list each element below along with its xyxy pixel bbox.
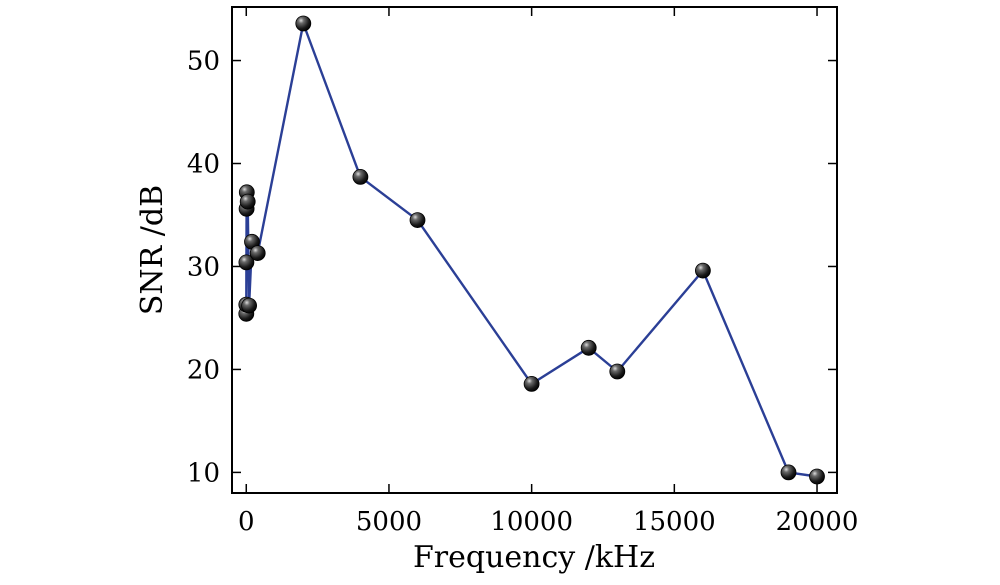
data-point bbox=[580, 339, 597, 356]
data-point bbox=[695, 262, 711, 279]
data-point bbox=[238, 254, 255, 271]
y-tick-label: 10 bbox=[187, 458, 220, 488]
data-point bbox=[523, 375, 540, 392]
data-point bbox=[295, 15, 312, 32]
axis-ticks bbox=[232, 7, 837, 493]
x-tick-label: 10000 bbox=[490, 507, 573, 537]
data-point bbox=[780, 464, 797, 481]
data-point bbox=[409, 212, 426, 229]
y-tick-label: 40 bbox=[187, 150, 220, 180]
series-line bbox=[245, 22, 818, 478]
y-tick-label: 30 bbox=[187, 252, 220, 282]
data-point bbox=[609, 363, 626, 380]
data-markers bbox=[238, 15, 825, 485]
data-point bbox=[352, 168, 369, 185]
x-tick-label: 15000 bbox=[633, 507, 716, 537]
y-axis-title: SNR /dB bbox=[135, 185, 170, 315]
x-tick-label: 20000 bbox=[776, 507, 859, 537]
data-point bbox=[241, 297, 258, 314]
y-tick-label: 20 bbox=[187, 355, 220, 385]
y-tick-label: 50 bbox=[187, 47, 220, 77]
data-point bbox=[239, 193, 256, 210]
x-tick-label: 5000 bbox=[356, 507, 422, 537]
plot-frame bbox=[231, 6, 838, 494]
x-axis-title: Frequency /kHz bbox=[413, 540, 655, 575]
x-tick-label: 0 bbox=[238, 507, 255, 537]
data-point bbox=[809, 468, 825, 485]
data-point bbox=[249, 245, 266, 262]
tick-labels: 0 5000 10000 15000 20000 10 20 30 40 50 bbox=[187, 47, 858, 537]
